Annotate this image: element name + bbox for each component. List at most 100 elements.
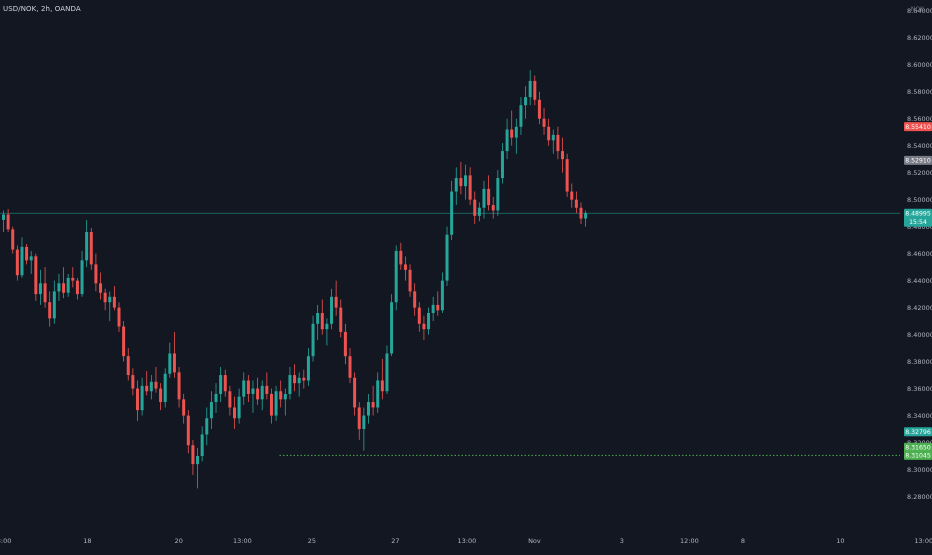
candle [131,368,135,396]
candle-body [440,280,444,311]
candle-body [574,199,578,208]
candle [200,426,204,462]
candle [302,369,306,389]
candle-body [260,385,264,400]
candle [454,167,458,206]
candle [85,219,89,268]
candle-body [413,291,417,308]
candle [427,307,431,335]
candle [306,348,310,386]
candle [459,161,463,195]
candle [519,97,523,135]
candle-body [154,381,158,389]
candle-body [348,356,352,378]
candle-body [2,214,5,220]
candle-body [71,277,75,281]
candle-body [399,250,403,265]
price-label-text: 8.48995 [905,211,931,218]
candle [417,302,421,332]
candle [242,372,246,405]
candle-body [163,373,167,403]
candle-body [579,207,583,219]
candle-body [306,356,310,381]
y-tick-label: 8.44000 [907,277,932,285]
candle [256,377,260,405]
candle-body [376,380,380,408]
candle [182,393,186,424]
price-label-bg [904,442,932,452]
candle [339,299,343,338]
candle-body [357,407,361,430]
y-tick-label: 8.62000 [907,34,932,42]
candle-body [66,277,70,293]
candle [15,245,19,281]
candle-body [209,402,213,419]
candle-body [491,205,495,211]
candle [228,385,232,416]
candle [103,288,107,311]
candle [140,377,144,416]
candle [561,137,565,173]
x-tick-label: 13:00 [233,537,252,545]
candle-body [473,199,477,216]
candle-body [450,191,454,235]
x-tick-label: 25 [308,537,316,545]
candle-body [122,326,126,357]
price-label-text: 8.32796 [905,429,931,436]
candle [547,118,551,146]
candle-body [302,377,306,381]
candle-body [89,232,93,265]
candle-body [140,385,144,411]
x-tick-label: 10 [836,537,844,545]
candle [43,267,47,308]
candle [149,375,153,400]
candle-body [565,159,569,192]
candle [168,342,172,378]
candle [293,364,297,392]
candle-body [25,246,29,261]
symbol-info[interactable]: USD/NOK, 2h, OANDA [3,5,81,13]
candle-body [339,307,343,332]
candle [357,402,361,440]
y-tick-label: 8.54000 [907,142,932,150]
price-label-bg [904,427,932,437]
candle-body [496,178,500,211]
candle [316,304,320,340]
candle-body [417,307,421,324]
candle-body [459,178,463,187]
y-tick-label: 8.30000 [907,466,932,474]
y-tick-label: 8.42000 [907,304,932,312]
candle [57,273,61,301]
candle-body [293,375,297,384]
candle [468,167,472,206]
candle [413,283,417,316]
candle-body [94,264,98,284]
candle [177,366,181,408]
candle-body [288,375,292,394]
x-tick-label: 13:00 [914,537,932,545]
candle [510,110,514,146]
candle [99,272,103,300]
x-tick-label: 12:00 [680,537,699,545]
candle [11,226,15,254]
candle-body [551,134,555,141]
y-tick-label: 8.36000 [907,385,932,393]
candle [154,366,158,393]
candle-body [200,434,204,457]
candle-body [159,388,163,403]
y-tick-label: 8.34000 [907,412,932,420]
candle [237,388,241,424]
candle [311,315,315,362]
x-tick-label: 20 [175,537,183,545]
candle-body [547,126,551,141]
price-label-text: 8.31650 [905,445,931,452]
price-label-level: 8.31045 [904,450,932,460]
candle [233,396,236,430]
candle [52,280,56,324]
candle [496,169,500,216]
candle [574,191,578,214]
candle-body [223,375,227,392]
candle [135,380,139,421]
